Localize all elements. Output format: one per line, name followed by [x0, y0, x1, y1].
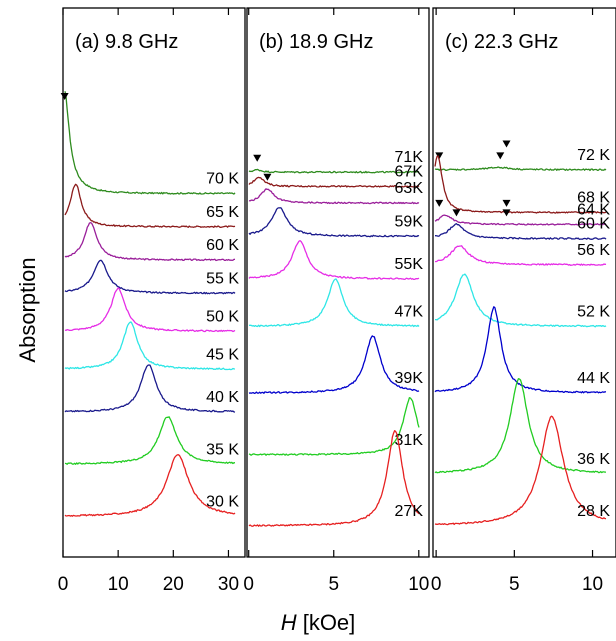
trace-0-2 — [64, 222, 236, 262]
x-tick-label-1-1: 5 — [328, 574, 339, 595]
trace-0-3 — [64, 259, 236, 295]
panel-title-2: (c) 22.3 GHz — [445, 31, 558, 53]
trace-1-3 — [248, 207, 420, 238]
trace-label-0-3: 55 K — [206, 270, 239, 287]
trace-1-1 — [248, 176, 420, 188]
panel-title-0: (a) 9.8 GHz — [75, 31, 178, 53]
trace-label-1-6: 39K — [395, 370, 424, 387]
trace-2-6 — [434, 306, 607, 394]
trace-label-2-4: 56 K — [577, 242, 610, 259]
resonance-marker-2-2 — [502, 199, 511, 207]
x-tick-label-0-0: 0 — [58, 574, 69, 595]
trace-label-1-5: 47K — [395, 304, 424, 321]
panel-0: (a) 9.8 GHz 0 10 20 30 70 K 65 K 60 K 55 K 50 K 45… — [58, 7, 246, 595]
trace-2-3 — [435, 223, 607, 240]
trace-label-0-7: 35 K — [206, 441, 239, 458]
y-axis-label: Absorption — [15, 257, 40, 362]
x-tick-label-0-2: 20 — [163, 574, 184, 595]
trace-0-1 — [64, 183, 236, 228]
trace-0-8 — [64, 454, 236, 517]
panel-frame-1 — [246, 7, 430, 558]
trace-2-5 — [435, 273, 607, 328]
trace-label-0-1: 65 K — [206, 204, 239, 221]
trace-label-2-5: 52 K — [577, 304, 610, 321]
trace-2-1 — [434, 155, 607, 214]
resonance-marker-1-2 — [263, 173, 272, 181]
trace-label-2-2: 64 K — [577, 201, 610, 218]
trace-2-2 — [434, 214, 607, 226]
trace-label-1-8: 27K — [395, 503, 424, 520]
trace-label-0-8: 30 K — [206, 494, 239, 511]
resonance-marker-2-3 — [502, 209, 511, 217]
panel-frame-0 — [62, 7, 246, 558]
resonance-marker-1-0 — [253, 154, 262, 162]
trace-0-0 — [64, 91, 236, 195]
trace-label-2-0: 72 K — [577, 147, 610, 164]
x-tick-label-2-1: 5 — [509, 574, 520, 595]
trace-label-1-7: 31K — [395, 432, 424, 449]
trace-label-2-7: 36 K — [577, 451, 610, 468]
trace-label-2-6: 44 K — [577, 370, 610, 387]
trace-label-2-3: 60 K — [577, 216, 610, 233]
trace-label-1-3: 59K — [395, 213, 424, 230]
resonance-marker-2-3 — [452, 209, 461, 217]
trace-1-4 — [248, 240, 420, 281]
trace-2-0 — [434, 166, 607, 172]
trace-0-6 — [64, 364, 236, 413]
trace-label-0-2: 60 K — [206, 237, 239, 254]
trace-label-1-2: 63K — [395, 180, 424, 197]
x-tick-label-2-0: 0 — [431, 574, 442, 595]
trace-label-0-5: 45 K — [206, 346, 239, 363]
trace-label-0-6: 40 K — [206, 389, 239, 406]
trace-2-7 — [434, 378, 606, 474]
trace-0-4 — [64, 287, 236, 333]
resonance-marker-2-2 — [435, 199, 444, 207]
x-axis-label-unit: [kOe] — [297, 610, 356, 635]
x-tick-label-0-1: 10 — [108, 574, 129, 595]
x-axis-label: H [kOe] — [281, 610, 356, 635]
x-tick-label-1-0: 0 — [243, 574, 254, 595]
x-axis-label-symbol: H — [281, 610, 297, 635]
panel-frame-2 — [432, 7, 616, 558]
resonance-marker-2-0 — [496, 152, 505, 160]
trace-2-8 — [434, 415, 607, 526]
panel-title-1: (b) 18.9 GHz — [259, 31, 373, 53]
panel-2: (c) 22.3 GHz 0 5 10 72 K 68 K64 K60 K 56 K 52 K… — [431, 7, 616, 595]
trace-label-2-1: 68 K — [577, 190, 610, 207]
trace-label-1-1: 67K — [395, 163, 424, 180]
trace-1-7 — [248, 397, 420, 456]
trace-1-0 — [248, 168, 420, 174]
trace-1-6 — [248, 335, 420, 394]
trace-label-2-8: 28 K — [577, 503, 610, 520]
resonance-marker-2-0 — [435, 152, 444, 160]
trace-1-2 — [248, 188, 420, 205]
trace-2-4 — [434, 245, 607, 266]
trace-label-0-4: 50 K — [206, 308, 239, 325]
x-tick-label-2-2: 10 — [582, 574, 603, 595]
trace-label-1-4: 55K — [395, 256, 424, 273]
resonance-marker-0-0 — [60, 93, 69, 100]
x-tick-label-1-2: 10 — [408, 574, 429, 595]
trace-0-7 — [64, 416, 236, 465]
trace-label-0-0: 70 K — [206, 171, 239, 188]
trace-1-8 — [248, 430, 420, 527]
x-tick-label-0-3: 30 — [218, 574, 239, 595]
trace-1-5 — [248, 278, 420, 328]
trace-0-5 — [64, 321, 236, 371]
resonance-marker-2-1 — [502, 140, 511, 148]
trace-label-1-0: 71K — [395, 149, 424, 166]
